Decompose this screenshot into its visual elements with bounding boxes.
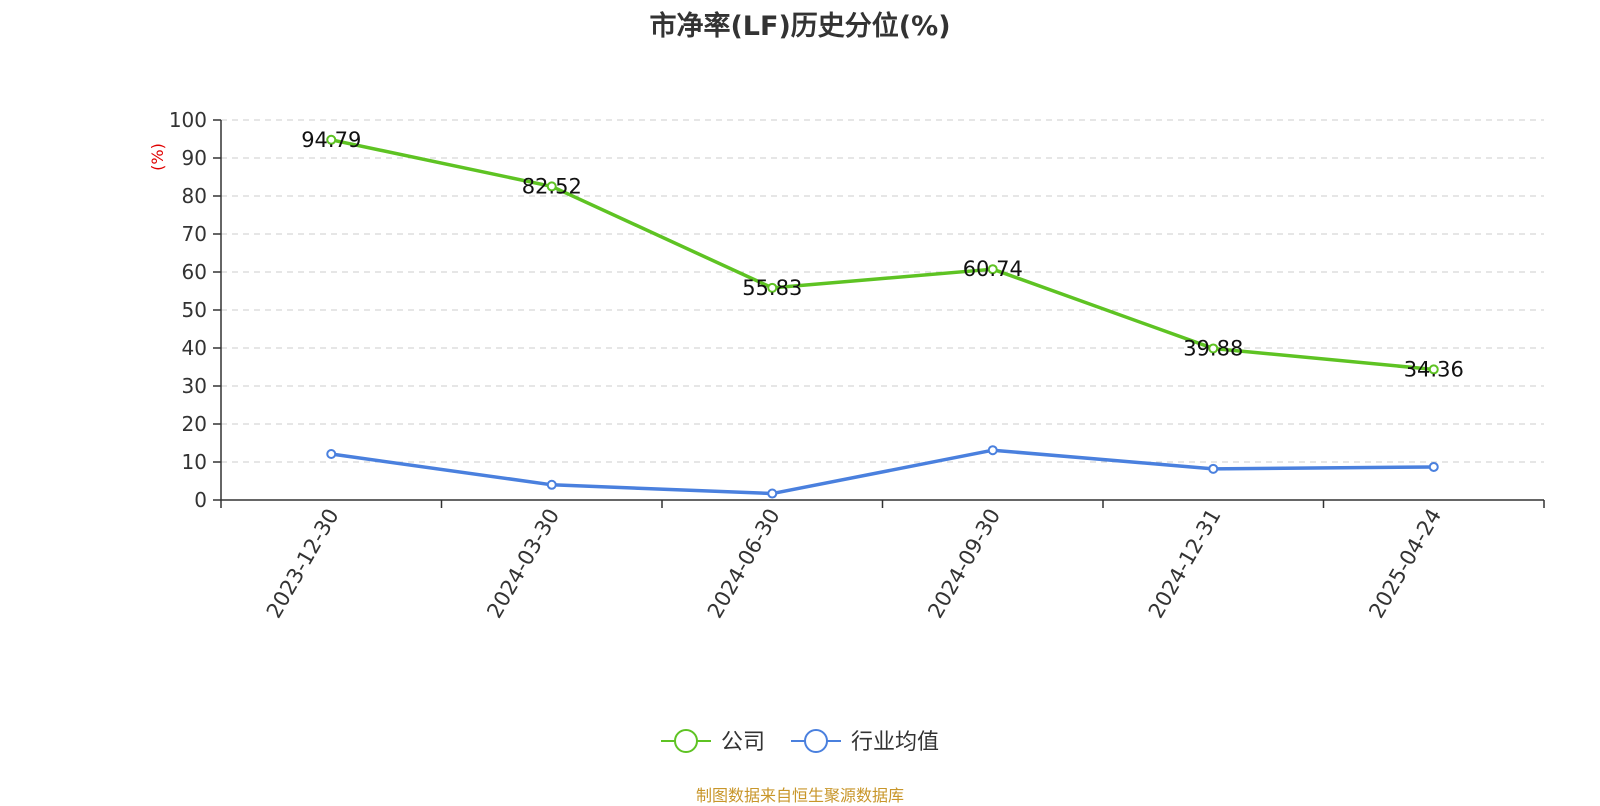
chart-title: 市净率(LF)历史分位(%) [649, 11, 951, 42]
x-tick-labels: 2023-12-30 2024-03-30 2024-06-30 2024-09-30… [220, 500, 1545, 623]
x-tick-label: 2024-06-30 [703, 505, 785, 623]
data-point-industry[interactable] [1208, 463, 1219, 474]
legend[interactable]: 公司 行业均值 [661, 729, 939, 755]
y-tick-label: 0 [194, 488, 207, 512]
data-point-industry[interactable] [767, 488, 778, 499]
y-tick-label: 80 [182, 184, 207, 208]
data-point-industry[interactable] [1428, 461, 1439, 472]
source-note: 制图数据来自恒生聚源数据库 [695, 786, 904, 805]
series-line-industry [331, 448, 1434, 496]
data-labels: 94.79 82.52 55.83 60.74 39.88 34.36 [301, 128, 1464, 382]
y-tick-label: 70 [182, 222, 207, 246]
series [326, 134, 1439, 499]
data-label-company: 39.88 [1183, 336, 1243, 360]
y-tick-label: 90 [182, 146, 207, 170]
data-point-company[interactable] [987, 264, 998, 275]
legend-item-industry[interactable]: 行业均值 [791, 729, 939, 755]
legend-label-company: 公司 [721, 730, 765, 755]
x-tick-label: 2024-12-31 [1144, 505, 1226, 623]
series-line-company [330, 138, 1434, 372]
data-point-company[interactable] [767, 282, 778, 293]
x-tick-label: 2025-04-24 [1364, 505, 1446, 623]
x-tick-label: 2023-12-30 [262, 505, 344, 623]
x-tick-label: 2024-09-30 [923, 505, 1005, 623]
legend-marker-company [674, 729, 698, 753]
data-label-company: 94.79 [301, 128, 361, 152]
data-point-industry[interactable] [987, 445, 998, 456]
data-label-company: 34.36 [1404, 357, 1464, 381]
grid-lines [221, 119, 1544, 463]
data-point-company[interactable] [546, 181, 557, 192]
y-axis-unit-label: (%) [148, 143, 167, 171]
y-tick-label: 60 [182, 260, 207, 284]
data-point-industry[interactable] [546, 479, 557, 490]
data-point-company[interactable] [326, 134, 337, 145]
data-label-company: 60.74 [963, 257, 1023, 281]
y-tick-label: 10 [182, 450, 207, 474]
y-tick-label: 50 [182, 298, 207, 322]
data-point-company[interactable] [1208, 343, 1219, 354]
data-point-company[interactable] [1428, 364, 1439, 375]
legend-marker-industry [804, 729, 828, 753]
legend-item-company[interactable]: 公司 [661, 729, 765, 755]
y-tick-label: 20 [182, 412, 207, 436]
y-tick-label: 30 [182, 374, 207, 398]
y-tick-labels: 0 10 20 30 40 50 60 70 80 90 100 [169, 108, 221, 512]
data-point-industry[interactable] [326, 449, 337, 460]
legend-label-industry: 行业均值 [851, 730, 939, 755]
y-tick-label: 100 [169, 108, 207, 132]
x-tick-label: 2024-03-30 [482, 505, 564, 623]
data-label-company: 82.52 [522, 174, 582, 198]
y-tick-label: 40 [182, 336, 207, 360]
data-label-company: 55.83 [742, 276, 802, 300]
